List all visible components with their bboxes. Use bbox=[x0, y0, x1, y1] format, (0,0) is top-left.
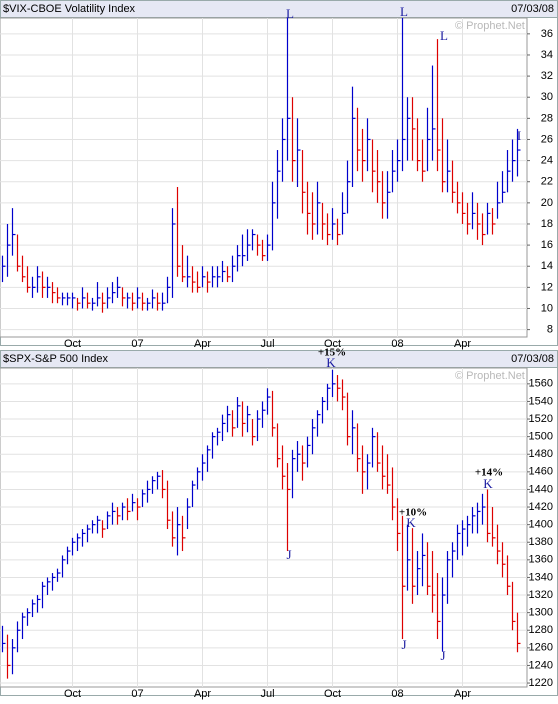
y-tick-label: 20 bbox=[541, 197, 553, 209]
x-tick-label: Oct bbox=[64, 688, 81, 700]
x-tick-label: Jul bbox=[260, 688, 274, 700]
y-tick-label: 28 bbox=[541, 112, 553, 124]
chart-title: $SPX-S&P 500 Index bbox=[3, 353, 108, 365]
y-tick-label: 1220 bbox=[529, 677, 553, 689]
date-label: 07/03/08 bbox=[511, 3, 554, 15]
y-tick-label: 1440 bbox=[529, 483, 553, 495]
x-tick-label: Apr bbox=[454, 688, 471, 700]
annotation: I bbox=[517, 128, 521, 143]
y-tick-label: 1400 bbox=[529, 519, 553, 531]
annotation: K bbox=[406, 515, 416, 530]
x-tick-label: Jul bbox=[260, 338, 274, 350]
y-tick-label: 1320 bbox=[529, 589, 553, 601]
y-tick-label: 32 bbox=[541, 70, 553, 82]
x-tick-label: Apr bbox=[194, 338, 211, 350]
annotation: J bbox=[440, 648, 445, 663]
y-tick-label: 1260 bbox=[529, 642, 553, 654]
y-tick-label: 26 bbox=[541, 133, 553, 145]
x-tick-label: 08 bbox=[391, 338, 403, 350]
y-tick-label: 1240 bbox=[529, 659, 553, 671]
y-tick-label: 10 bbox=[541, 302, 553, 314]
x-tick-label: 08 bbox=[391, 688, 403, 700]
y-tick-label: 1280 bbox=[529, 624, 553, 636]
y-tick-label: 1340 bbox=[529, 571, 553, 583]
y-tick-label: 16 bbox=[541, 239, 553, 251]
y-tick-label: 8 bbox=[547, 324, 553, 336]
y-tick-label: 1560 bbox=[529, 378, 553, 390]
watermark: © Prophet.Net bbox=[455, 20, 525, 32]
chart-title: $VIX-CBOE Volatility Index bbox=[3, 3, 136, 15]
y-tick-label: 24 bbox=[541, 155, 553, 167]
x-tick-label: Apr bbox=[194, 688, 211, 700]
annotation: K bbox=[483, 476, 493, 491]
plot-area bbox=[0, 17, 528, 338]
date-label: 07/03/08 bbox=[511, 353, 554, 365]
annotation: L bbox=[400, 4, 408, 19]
y-tick-label: 1360 bbox=[529, 554, 553, 566]
y-tick-label: 1520 bbox=[529, 413, 553, 425]
annotation: J bbox=[401, 637, 406, 652]
x-tick-label: Oct bbox=[324, 688, 341, 700]
plot-area bbox=[0, 367, 528, 688]
y-tick-label: 1540 bbox=[529, 395, 553, 407]
watermark: © Prophet.Net bbox=[455, 370, 525, 382]
annotation: +14% bbox=[475, 467, 503, 479]
annotation: +10% bbox=[399, 507, 427, 519]
y-tick-label: 1420 bbox=[529, 501, 553, 513]
y-tick-label: 36 bbox=[541, 28, 553, 40]
y-tick-label: 1480 bbox=[529, 448, 553, 460]
annotation: K bbox=[326, 355, 336, 370]
y-tick-label: 1300 bbox=[529, 607, 553, 619]
y-tick-label: 22 bbox=[541, 176, 553, 188]
annotation: J bbox=[286, 547, 291, 562]
annotation: L bbox=[286, 6, 294, 21]
y-tick-label: 18 bbox=[541, 218, 553, 230]
y-tick-label: 1460 bbox=[529, 466, 553, 478]
y-tick-label: 34 bbox=[541, 49, 553, 61]
annotation: +15% bbox=[318, 347, 346, 359]
y-tick-label: 30 bbox=[541, 91, 553, 103]
x-tick-label: Oct bbox=[324, 338, 341, 350]
y-tick-label: 1500 bbox=[529, 431, 553, 443]
y-tick-label: 1380 bbox=[529, 536, 553, 548]
x-tick-label: 07 bbox=[131, 338, 143, 350]
x-tick-label: 07 bbox=[131, 688, 143, 700]
y-tick-label: 14 bbox=[541, 260, 553, 272]
annotation: L bbox=[440, 28, 448, 43]
y-tick-label: 12 bbox=[541, 281, 553, 293]
x-tick-label: Apr bbox=[454, 338, 471, 350]
x-tick-label: Oct bbox=[64, 338, 81, 350]
